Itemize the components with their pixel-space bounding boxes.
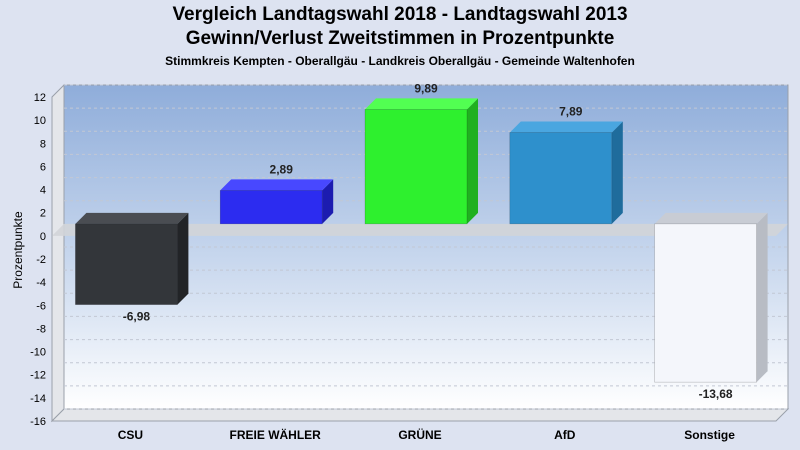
bar-side	[467, 98, 478, 224]
bar-side	[177, 212, 189, 305]
bar-top	[365, 98, 478, 110]
y-tick-label: 4	[40, 185, 46, 197]
category-label: GRÜNE	[398, 427, 441, 442]
y-tick-label: -16	[30, 416, 46, 428]
value-label: -6,98	[123, 310, 151, 324]
bar-top	[220, 179, 334, 191]
y-tick-label: -10	[30, 347, 46, 359]
y-tick-label: -8	[36, 323, 46, 335]
y-tick-label: 8	[40, 138, 46, 150]
chart-caption: Stimmkreis Kempten - Oberallgäu - Landkr…	[165, 54, 635, 68]
y-tick-label: 0	[40, 231, 46, 243]
bar-front	[364, 109, 468, 225]
bar-side	[611, 121, 623, 224]
floor	[50, 408, 790, 422]
bar-front	[654, 223, 757, 383]
zero-plane	[52, 223, 788, 236]
bar	[219, 179, 334, 225]
y-tick-label: -14	[30, 393, 46, 405]
y-tick-label: -12	[30, 370, 46, 382]
value-label: 7,89	[559, 105, 583, 119]
bar-top	[75, 212, 189, 224]
y-tick-label: 2	[40, 208, 46, 220]
left-wall	[51, 83, 65, 423]
chart-subtitle: Gewinn/Verlust Zweitstimmen in Prozentpu…	[185, 28, 615, 49]
bar-front	[219, 190, 323, 225]
value-label: 2,89	[270, 162, 294, 176]
y-tick-label: -6	[36, 300, 46, 312]
y-axis-ticks: 12 10 8 6 4 2 0 -2 -4 -6 -8 -10 -12 -14 -16	[30, 92, 46, 428]
y-tick-label: 10	[34, 115, 46, 127]
category-label: AfD	[554, 428, 576, 442]
value-labels: -6,98 2,89 9,89 7,89 -13,68	[123, 81, 733, 401]
value-label: 9,89	[414, 81, 438, 95]
bar-side	[322, 179, 334, 224]
bar	[509, 121, 623, 225]
category-label: Sonstige	[684, 428, 735, 442]
y-tick-label: -2	[36, 254, 46, 266]
category-labels: CSU FREIE WÄHLER GRÜNE AfD Sonstige	[118, 427, 736, 442]
category-label: FREIE WÄHLER	[230, 427, 322, 442]
bar	[75, 212, 189, 305]
category-label: CSU	[118, 428, 143, 442]
y-tick-label: 12	[34, 92, 46, 104]
y-tick-label: -4	[36, 277, 46, 289]
bar-front	[75, 223, 178, 305]
bar	[654, 212, 768, 383]
bars	[75, 98, 768, 383]
bar-side	[756, 212, 768, 383]
bar-top	[654, 212, 768, 224]
bar-top	[509, 121, 623, 133]
y-tick-label: 6	[40, 161, 46, 173]
value-label: -13,68	[699, 387, 733, 401]
bar	[364, 98, 478, 225]
bar-front	[509, 132, 613, 225]
chart-title: Vergleich Landtagswahl 2018 - Landtagswa…	[172, 4, 628, 25]
